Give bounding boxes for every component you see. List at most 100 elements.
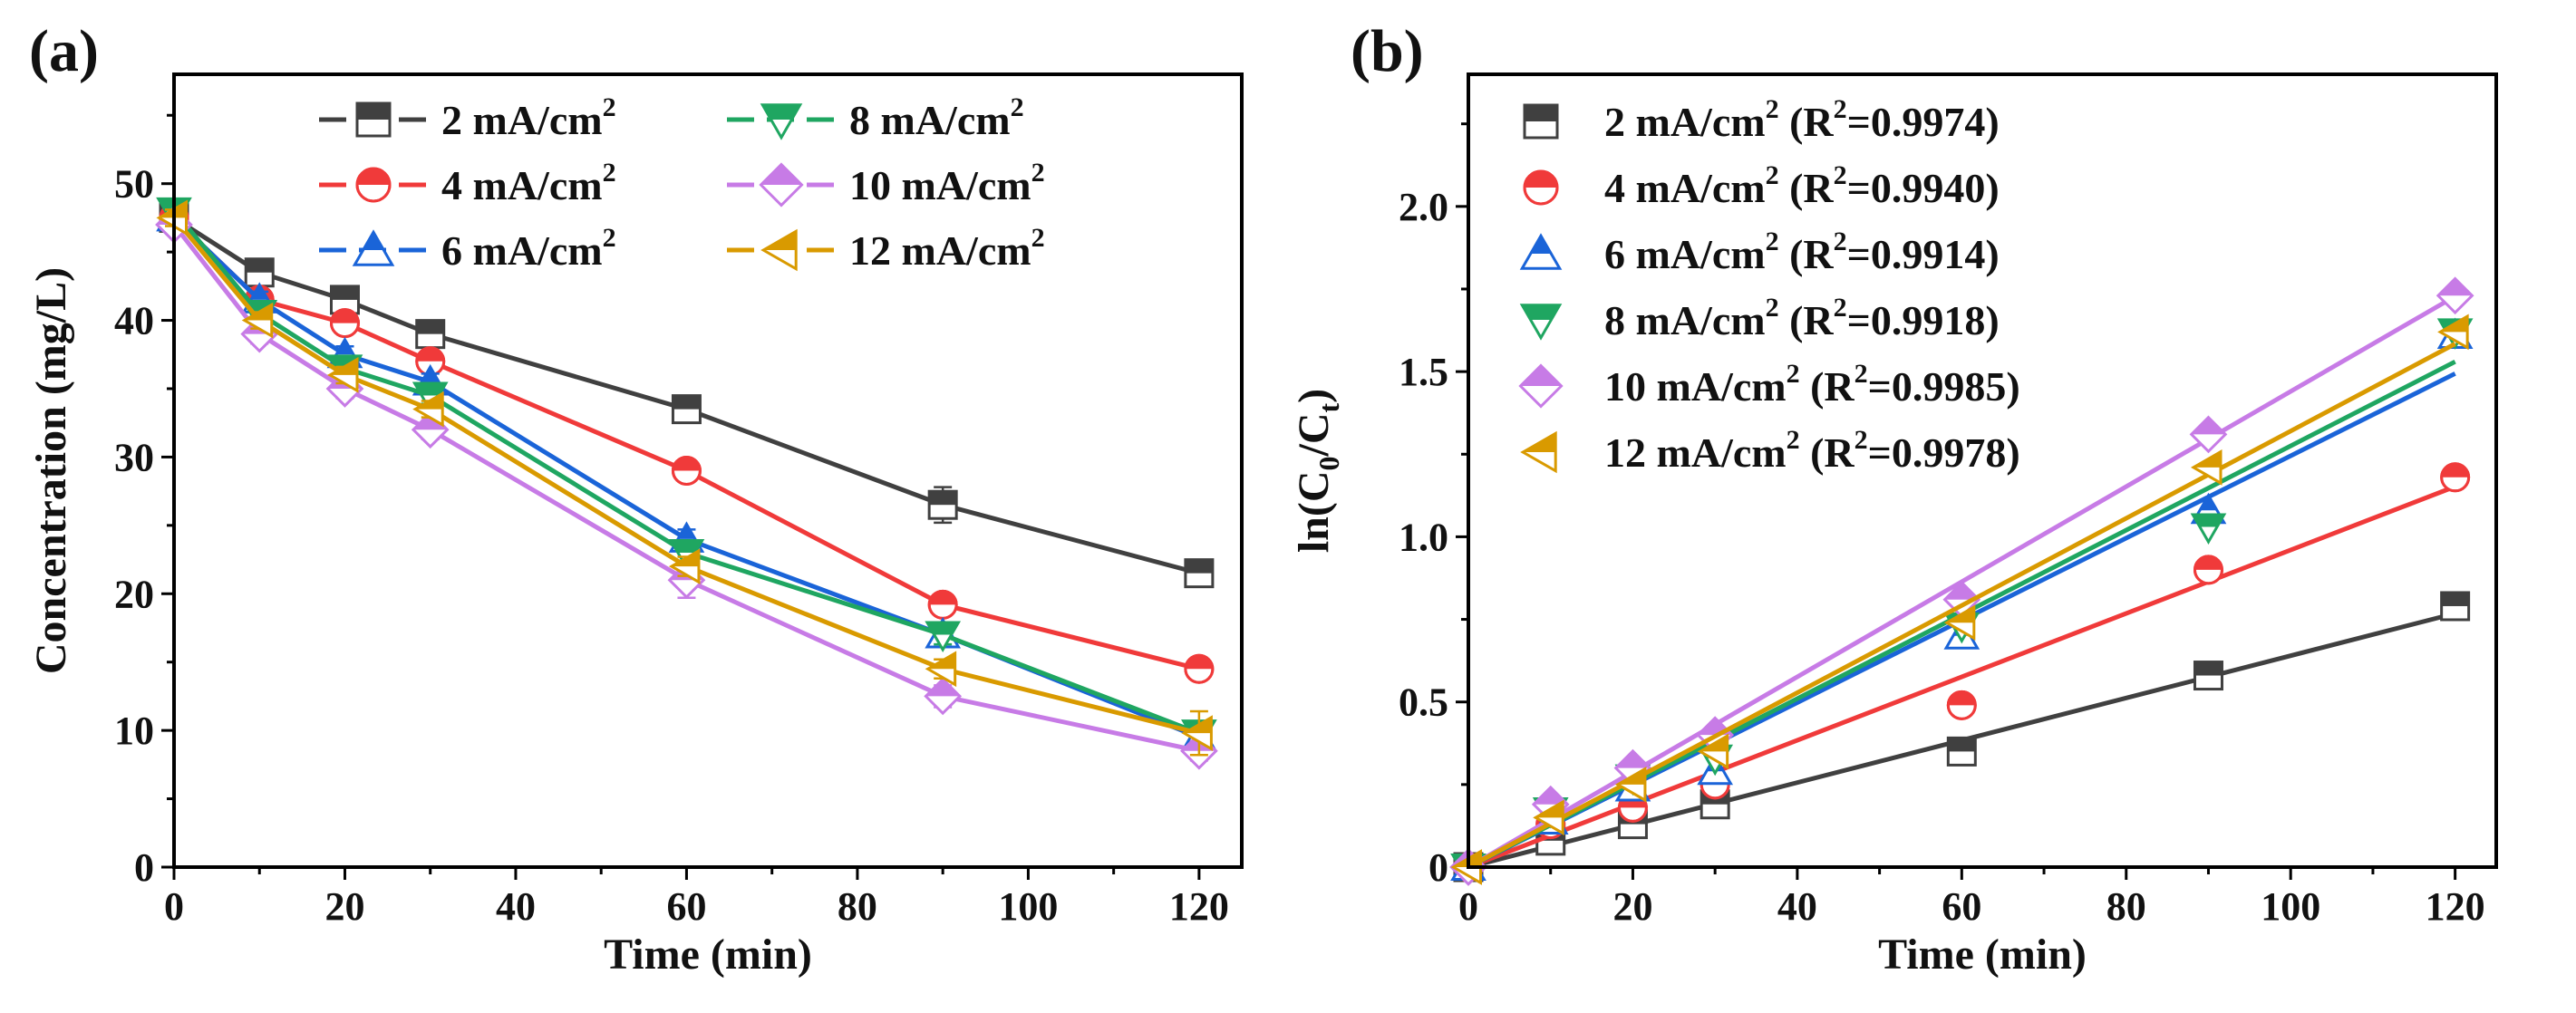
x-tick-label: 60: [1942, 884, 1981, 929]
legend-item: 8 mA/cm2 (R2=0.9918): [1519, 293, 2000, 343]
x-tick-label: 40: [1777, 884, 1817, 929]
data-point: [927, 589, 958, 620]
plot-frame: [1467, 72, 2498, 869]
x-tick-label: 20: [324, 884, 364, 929]
legend-label: 4 mA/cm2 (R2=0.9940): [1604, 160, 2000, 211]
x-tick-label: 120: [1169, 884, 1229, 929]
data-point: [1614, 767, 1647, 803]
legend-label: 2 mA/cm2 (R2=0.9974): [1604, 94, 2000, 145]
legend-marker: [759, 162, 804, 207]
legend-label: 10 mA/cm2: [849, 158, 1045, 208]
data-point: [415, 319, 446, 350]
panel-a: (a) 0 20 40 60 80 100 120 0 10 20 30 40 50 Time (min) C…: [27, 18, 1244, 979]
data-point: [2190, 449, 2223, 486]
legend-item: 6 mA/cm2 (R2=0.9914): [1519, 227, 2000, 277]
legend-marker: [355, 101, 392, 138]
legend-marker: [352, 229, 395, 266]
panel-b: (b) 0 20 40 60 80 100 120 0 0.5 1.0 1.5 2.0 Time (min…: [1290, 18, 2498, 979]
fit-line: [1467, 342, 2456, 870]
x-tick-label: 80: [838, 884, 877, 929]
legend-marker: [1520, 430, 1557, 474]
data-point: [1184, 558, 1215, 589]
legend-marker: [1523, 169, 1559, 206]
legend-item: 8 mA/cm2: [727, 92, 1024, 143]
data-point: [1943, 604, 1976, 642]
legend-marker: [1519, 233, 1563, 270]
x-tick-label: 60: [666, 884, 706, 929]
legend-marker: [760, 103, 803, 140]
legend-label: 2 mA/cm2: [441, 92, 616, 143]
data-point: [1697, 733, 1729, 770]
series-5: [1450, 314, 2469, 885]
series-4: [1449, 276, 2474, 886]
legend-label: 12 mA/cm2 (R2=0.9978): [1604, 425, 2020, 476]
x-tick-label: 20: [1612, 884, 1652, 929]
y-tick-label: 30: [114, 435, 154, 479]
data-point: [671, 394, 702, 425]
data-point: [668, 548, 701, 584]
legend-item: 10 mA/cm2: [727, 158, 1045, 208]
data-point: [2193, 661, 2223, 691]
x-tick-label: 40: [496, 884, 536, 929]
legend-item: 2 mA/cm2 (R2=0.9974): [1523, 94, 2000, 145]
legend-item: 12 mA/cm2 (R2=0.9978): [1520, 425, 2020, 476]
series-0: [159, 202, 1215, 589]
data-point: [329, 285, 360, 315]
legend-label: 8 mA/cm2 (R2=0.9918): [1604, 293, 2000, 343]
data-point: [244, 257, 275, 288]
legend-item: 6 mA/cm2: [319, 223, 616, 274]
y-axis-title: Concentration (mg/L): [27, 267, 75, 674]
legend: 2 mA/cm2 4 mA/cm2 6 mA/cm2 8 mA/cm2 10 mA/cm…: [319, 92, 1045, 274]
y-tick-label: 10: [114, 709, 154, 753]
data-point: [2436, 276, 2474, 315]
y-tick-label: 0: [1428, 845, 1448, 890]
plot-area: [1449, 276, 2474, 886]
legend-item: 12 mA/cm2: [727, 223, 1045, 274]
series-1: [1453, 462, 2471, 883]
legend-marker: [1523, 103, 1559, 140]
data-point: [1184, 653, 1215, 684]
legend-item: 10 mA/cm2 (R2=0.9985): [1518, 359, 2020, 410]
legend-marker: [760, 228, 798, 272]
legend-label: 6 mA/cm2: [441, 223, 616, 274]
legend-label: 8 mA/cm2: [849, 92, 1024, 143]
legend-label: 4 mA/cm2: [441, 158, 616, 208]
data-point: [924, 677, 963, 716]
data-point: [2440, 591, 2471, 622]
legend-label: 12 mA/cm2: [849, 223, 1045, 274]
panel-label: (b): [1351, 18, 1424, 84]
legend-marker: [1518, 363, 1564, 409]
data-point: [2193, 555, 2223, 585]
y-tick-label: 2.0: [1399, 185, 1448, 229]
data-point: [2189, 415, 2228, 454]
data-point: [1946, 690, 1977, 720]
data-point: [671, 456, 702, 486]
x-tick-label: 0: [164, 884, 184, 929]
legend: 2 mA/cm2 (R2=0.9974) 4 mA/cm2 (R2=0.9940)…: [1518, 94, 2020, 476]
fit-line: [1467, 484, 2456, 870]
y-tick-label: 1.5: [1399, 350, 1448, 394]
x-tick-label: 120: [2426, 884, 2485, 929]
plot-area: [155, 197, 1218, 770]
legend-item: 4 mA/cm2 (R2=0.9940): [1523, 160, 2000, 211]
x-tick-label: 0: [1458, 884, 1478, 929]
x-tick-label: 100: [998, 884, 1058, 929]
x-axis-title: Time (min): [604, 931, 812, 979]
y-tick-label: 20: [114, 572, 154, 616]
data-point: [2437, 314, 2469, 351]
data-point: [927, 489, 958, 520]
legend-item: 2 mA/cm2: [319, 92, 616, 143]
data-point: [241, 302, 274, 339]
series-1: [159, 202, 1215, 684]
data-point: [326, 357, 359, 393]
legend-label: 10 mA/cm2 (R2=0.9985): [1604, 359, 2020, 410]
data-point: [1181, 715, 1213, 751]
y-tick-label: 40: [114, 299, 154, 343]
plot-frame: [172, 72, 1244, 869]
series-line: [172, 216, 1200, 671]
data-point: [329, 308, 360, 339]
data-point: [925, 621, 962, 653]
y-axis-title: ln(C0/Ct): [1290, 389, 1345, 553]
y-tick-label: 1.0: [1399, 515, 1448, 559]
